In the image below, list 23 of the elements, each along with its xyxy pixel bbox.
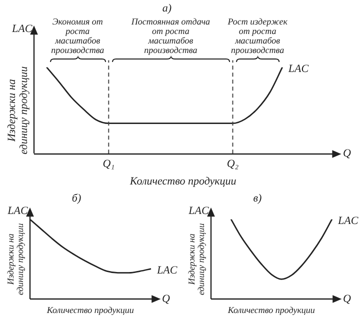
text: LAC (337, 215, 359, 228)
y-axis-title: Издержки на единицу продукции (5, 222, 26, 296)
text: Q (162, 293, 170, 306)
text: Рост издержек от роста масштабов производства (226, 16, 288, 56)
chart-title: а) (162, 2, 172, 14)
legend-label: LAC (188, 205, 210, 218)
text: Экономия от роста масштабов производства (51, 16, 105, 56)
x-tick-label: Q₂ (226, 158, 239, 170)
y-axis-title: Издержки на единицу продукции (186, 222, 206, 296)
x-axis-title: Количество продукции (128, 175, 237, 188)
legend-label: LAC (6, 205, 28, 218)
y-axis-title: Издержки на единицу продукции (6, 66, 30, 154)
annotation: LAC (287, 63, 310, 76)
x-tick-label: Q₁ (102, 158, 115, 170)
text: Постоянная отдача от роста масштабов производства (130, 16, 211, 56)
chart-title: б) (72, 192, 82, 204)
x-axis-title: Количество продукции (46, 304, 134, 315)
legend-label: LAC (11, 23, 33, 36)
x-axis-title: Количество продукции (226, 304, 316, 315)
text: Q (343, 147, 351, 160)
text: Q (343, 293, 351, 306)
chart-title: в) (253, 192, 262, 204)
text: LAC (156, 264, 178, 277)
